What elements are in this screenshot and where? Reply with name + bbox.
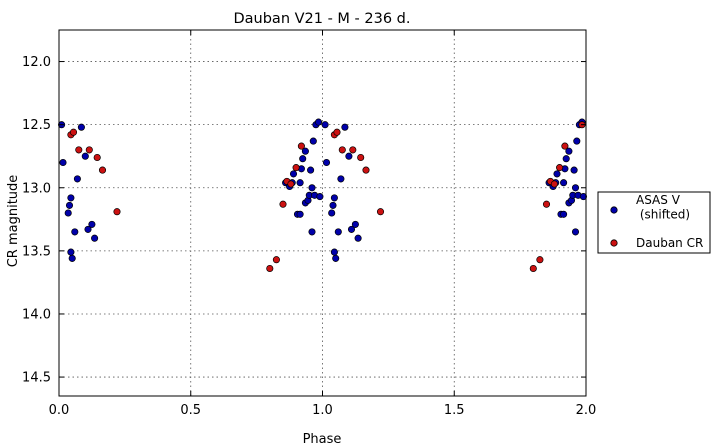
dauban-cr-point bbox=[362, 166, 370, 174]
asas-v-point bbox=[59, 158, 67, 167]
grid-lines bbox=[59, 30, 586, 396]
asas-v-point bbox=[308, 228, 316, 236]
asas-v-point bbox=[296, 210, 304, 218]
asas-v-point bbox=[330, 248, 338, 256]
asas-v-point bbox=[553, 170, 561, 178]
asas-v-point bbox=[579, 193, 587, 201]
dauban-cr-point bbox=[561, 142, 569, 150]
asas-v-point bbox=[71, 228, 79, 236]
asas-v-point bbox=[314, 118, 323, 126]
asas-v-point bbox=[351, 220, 359, 228]
dauban-cr-point bbox=[266, 264, 274, 273]
asas-v-point bbox=[65, 201, 74, 209]
legend-label-dauban-cr: Dauban CR bbox=[636, 236, 703, 250]
asas-v-point bbox=[77, 123, 85, 131]
dauban-cr-point bbox=[85, 146, 93, 154]
asas-v-point bbox=[316, 193, 324, 201]
y-tick-label: 12.5 bbox=[22, 118, 51, 133]
dauban-cr-point bbox=[333, 128, 341, 136]
dauban-cr-point bbox=[297, 142, 305, 150]
dauban-cr-point bbox=[536, 256, 544, 264]
dauban-cr-point bbox=[279, 200, 287, 208]
dauban-cr-point bbox=[98, 166, 107, 174]
asas-v-point bbox=[301, 147, 309, 155]
dauban-cr-point bbox=[113, 208, 121, 216]
x-axis-label: Phase bbox=[303, 432, 342, 446]
asas-v-point bbox=[347, 225, 356, 233]
asas-v-point bbox=[84, 225, 92, 233]
asas-v-point bbox=[289, 170, 298, 178]
y-axis-label: CR magnitude bbox=[6, 175, 21, 268]
data-points bbox=[58, 118, 587, 273]
dauban-cr-point bbox=[349, 146, 357, 154]
legend-label-asas-v: ASAS V (shifted) bbox=[636, 193, 690, 222]
y-tick-label: 14.0 bbox=[22, 307, 51, 322]
asas-v-point bbox=[64, 209, 72, 217]
asas-v-point bbox=[560, 179, 568, 187]
asas-v-point bbox=[329, 201, 337, 209]
asas-v-point bbox=[571, 228, 580, 236]
chart-title: Dauban V21 - M - 236 d. bbox=[233, 11, 410, 27]
x-tick-label: 0.0 bbox=[49, 403, 70, 418]
asas-v-point bbox=[322, 158, 331, 167]
asas-v-point bbox=[330, 194, 338, 202]
dauban-cr-point bbox=[529, 264, 537, 273]
legend-marker-asas-v bbox=[610, 206, 618, 214]
dauban-cr-point bbox=[272, 256, 280, 264]
asas-v-point bbox=[562, 155, 570, 163]
asas-v-point bbox=[570, 166, 578, 174]
asas-v-point bbox=[565, 147, 573, 155]
asas-v-point bbox=[67, 194, 75, 202]
asas-v-point bbox=[571, 184, 580, 192]
dauban-cr-point bbox=[357, 153, 365, 162]
asas-v-point bbox=[307, 166, 315, 174]
dauban-cr-point bbox=[287, 180, 295, 188]
asas-v-point bbox=[328, 209, 336, 217]
asas-v-point bbox=[296, 179, 304, 187]
asas-v-point bbox=[341, 123, 349, 131]
chart-legend: ASAS V (shifted) Dauban CR bbox=[597, 191, 711, 254]
asas-v-point bbox=[68, 254, 76, 262]
asas-v-point bbox=[299, 155, 307, 163]
dauban-cr-point bbox=[292, 164, 300, 172]
asas-v-point bbox=[73, 175, 81, 183]
asas-v-point bbox=[91, 234, 99, 242]
y-tick-label: 12.0 bbox=[22, 55, 51, 70]
x-tick-label: 1.0 bbox=[312, 403, 333, 418]
y-tick-label: 13.0 bbox=[22, 181, 51, 196]
legend-marker-dauban-cr bbox=[610, 239, 618, 247]
asas-v-point bbox=[345, 152, 353, 160]
asas-v-point bbox=[334, 228, 342, 236]
dauban-cr-point bbox=[376, 208, 385, 216]
asas-v-point bbox=[354, 234, 362, 242]
asas-v-point bbox=[337, 175, 345, 183]
dauban-cr-point bbox=[93, 153, 101, 162]
asas-v-point bbox=[321, 121, 329, 129]
y-tick-label: 13.5 bbox=[22, 244, 51, 259]
asas-v-point bbox=[81, 152, 89, 160]
y-tick-label: 14.5 bbox=[22, 371, 51, 386]
dauban-cr-point bbox=[550, 180, 558, 188]
asas-v-point bbox=[308, 184, 316, 192]
dauban-cr-point bbox=[542, 200, 551, 208]
x-tick-label: 2.0 bbox=[576, 403, 597, 418]
x-tick-label: 0.5 bbox=[180, 403, 201, 418]
asas-v-point bbox=[560, 210, 568, 218]
asas-v-point bbox=[67, 248, 75, 256]
asas-v-point bbox=[88, 220, 96, 228]
dauban-cr-point bbox=[338, 146, 346, 154]
asas-v-point bbox=[332, 254, 340, 262]
axis-ticks: 0.0 0.5 1.0 1.5 2.0 12.0 12.5 13.0 13.5 14.0 14.5 bbox=[22, 30, 596, 418]
asas-v-point bbox=[309, 137, 317, 145]
dauban-cr-point bbox=[69, 128, 78, 136]
x-tick-label: 1.5 bbox=[444, 403, 465, 418]
dauban-cr-point bbox=[556, 164, 564, 172]
dauban-cr-point bbox=[75, 146, 83, 154]
asas-v-point bbox=[573, 137, 581, 145]
